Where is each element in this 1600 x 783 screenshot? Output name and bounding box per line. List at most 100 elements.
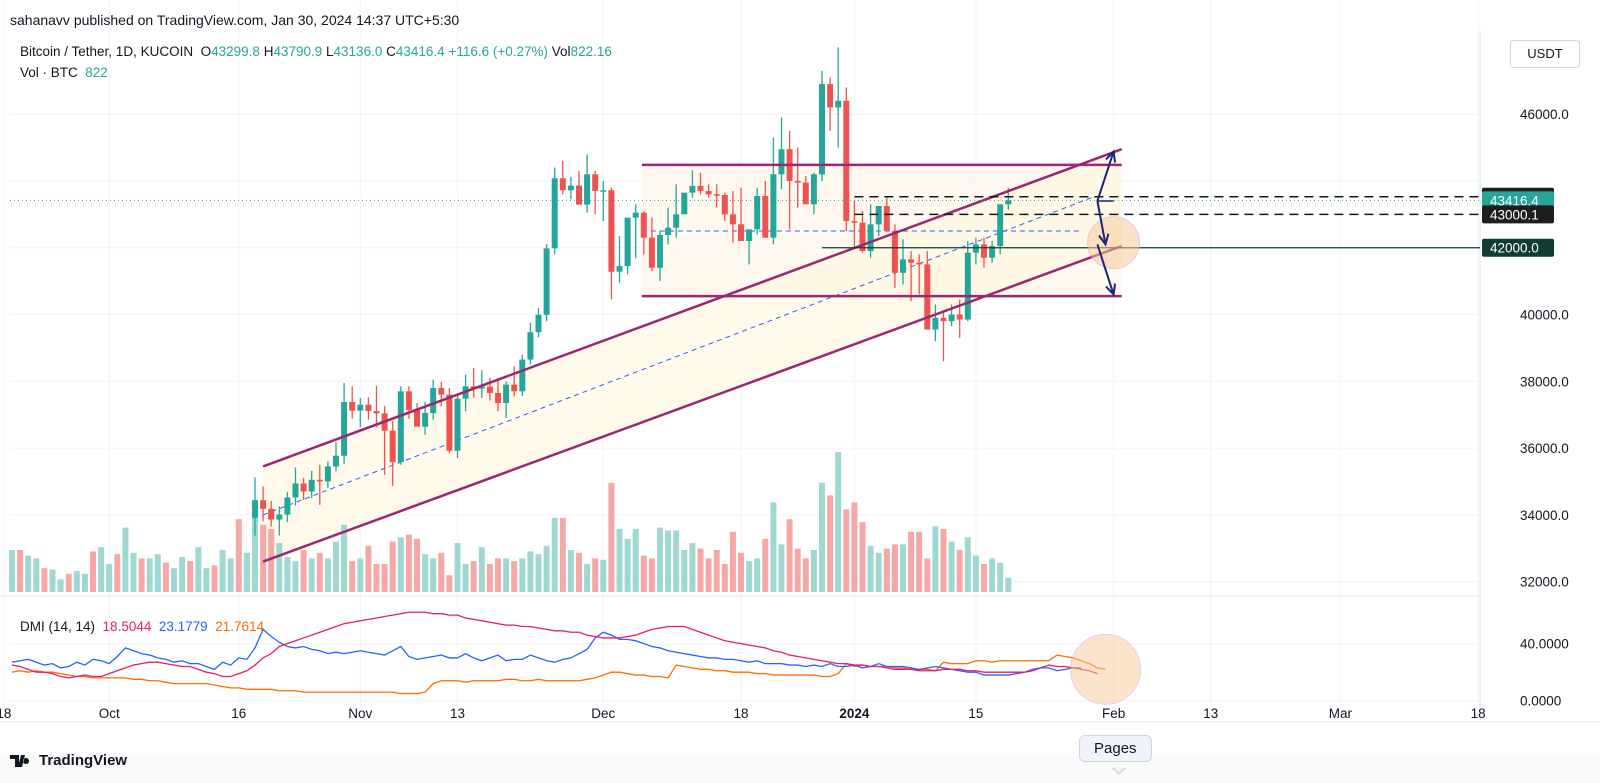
candle-body	[932, 317, 939, 330]
volume-bar	[770, 502, 777, 592]
volume-bar	[883, 548, 890, 592]
volume-bar	[891, 544, 898, 592]
volume-bar	[430, 558, 437, 592]
time-tick-label: 16	[231, 706, 246, 721]
candle-body	[616, 266, 623, 272]
candle-body	[827, 84, 834, 108]
channel-upper-line	[262, 148, 1123, 468]
volume-bar	[778, 544, 785, 592]
candle-body	[389, 430, 396, 463]
currency-button[interactable]: USDT	[1510, 40, 1580, 68]
candle-body	[891, 231, 898, 273]
volume-bar	[608, 482, 615, 592]
candle-body	[875, 205, 882, 225]
volume-bar	[972, 555, 979, 592]
volume-bar	[462, 564, 469, 592]
volume-bar	[1005, 578, 1012, 592]
price-tick-label: 40000.0	[1520, 308, 1569, 323]
volume-bar	[673, 530, 680, 592]
volume-bars	[9, 452, 1012, 592]
volume-bar	[964, 537, 971, 592]
volume-bar	[146, 558, 153, 592]
volume-bar	[738, 552, 744, 592]
candle-body	[989, 246, 996, 258]
tradingview-logo[interactable]: TradingView	[10, 752, 127, 769]
volume-bar	[754, 558, 761, 592]
footer-bar	[0, 756, 1600, 783]
candle-body	[964, 252, 971, 320]
volume-bar	[867, 545, 874, 592]
volume-bar	[835, 452, 842, 592]
tradingview-logo-text: TradingView	[39, 752, 128, 769]
volume-bar	[916, 531, 923, 592]
volume-legend: Vol · BTC 822	[20, 65, 108, 80]
volume-bar	[98, 547, 105, 592]
candle-body	[333, 455, 339, 467]
candle-body	[972, 244, 979, 253]
vol-value: 822.16	[570, 44, 612, 59]
volume-legend-label[interactable]: Vol · BTC	[20, 65, 78, 80]
dmi-minus-line	[11, 628, 1082, 676]
arrow-up	[1096, 151, 1115, 202]
high-value: 43790.9	[273, 44, 323, 59]
volume-bar	[657, 527, 663, 592]
candle-body	[746, 229, 753, 242]
volume-bar	[632, 529, 639, 592]
volume-bar	[243, 552, 250, 592]
volume-bar	[171, 568, 177, 592]
candle-body	[576, 185, 582, 205]
candle-body	[300, 483, 307, 492]
candle-body	[940, 317, 947, 322]
candle-body	[867, 224, 874, 252]
volume-bar	[600, 559, 607, 592]
candle-body	[559, 178, 566, 191]
candle-body	[843, 100, 850, 221]
dmi-legend-label[interactable]: DMI (14, 14)	[20, 619, 96, 634]
arrow-mid	[1096, 200, 1107, 245]
time-tick-label: Mar	[1329, 706, 1353, 721]
volume-bar	[57, 579, 64, 592]
symbol-label[interactable]: Bitcoin / Tether, 1D, KUCOIN	[20, 44, 194, 59]
volume-bar	[875, 552, 882, 592]
candle-body	[802, 182, 809, 205]
candle-body	[705, 190, 712, 195]
candle-body	[373, 411, 380, 414]
price-label-bg	[1482, 191, 1554, 210]
arrow-mid-head	[1098, 233, 1110, 247]
dmi-minus-value: 23.1779	[158, 619, 208, 634]
candle-body	[268, 508, 275, 520]
candle-body	[859, 222, 866, 252]
candle-body	[778, 149, 785, 175]
volume-bar	[511, 561, 518, 592]
open-value: 43299.8	[211, 44, 260, 59]
volume-bar	[956, 550, 963, 592]
volume-bar	[584, 564, 591, 592]
time-tick-label: Nov	[348, 706, 372, 721]
time-tick-label: 13	[450, 706, 465, 721]
volume-bar	[527, 551, 534, 592]
volume-bar	[989, 558, 996, 592]
candle-body	[908, 259, 915, 263]
volume-bar	[25, 555, 32, 592]
candle-body	[608, 190, 615, 272]
projection-arrows	[1096, 149, 1117, 297]
candle-body	[851, 221, 858, 223]
volume-bar	[470, 561, 477, 592]
high-label: H	[263, 44, 274, 59]
volume-bar	[308, 558, 315, 592]
channel-lower-line	[262, 244, 1123, 563]
pages-tooltip[interactable]: Pages	[1079, 735, 1152, 762]
candle-body	[551, 178, 558, 249]
open-label: O	[200, 44, 212, 59]
volume-bar	[721, 564, 728, 592]
volume-bar	[397, 537, 404, 592]
candle-body	[349, 401, 356, 411]
candle-body	[648, 237, 655, 268]
candle-body	[527, 332, 534, 360]
candle-body	[454, 398, 461, 451]
change-value: +116.6 (+0.27%)	[448, 44, 549, 59]
volume-bar	[495, 558, 501, 592]
close-label: C	[386, 44, 396, 59]
candle-body	[835, 100, 842, 108]
